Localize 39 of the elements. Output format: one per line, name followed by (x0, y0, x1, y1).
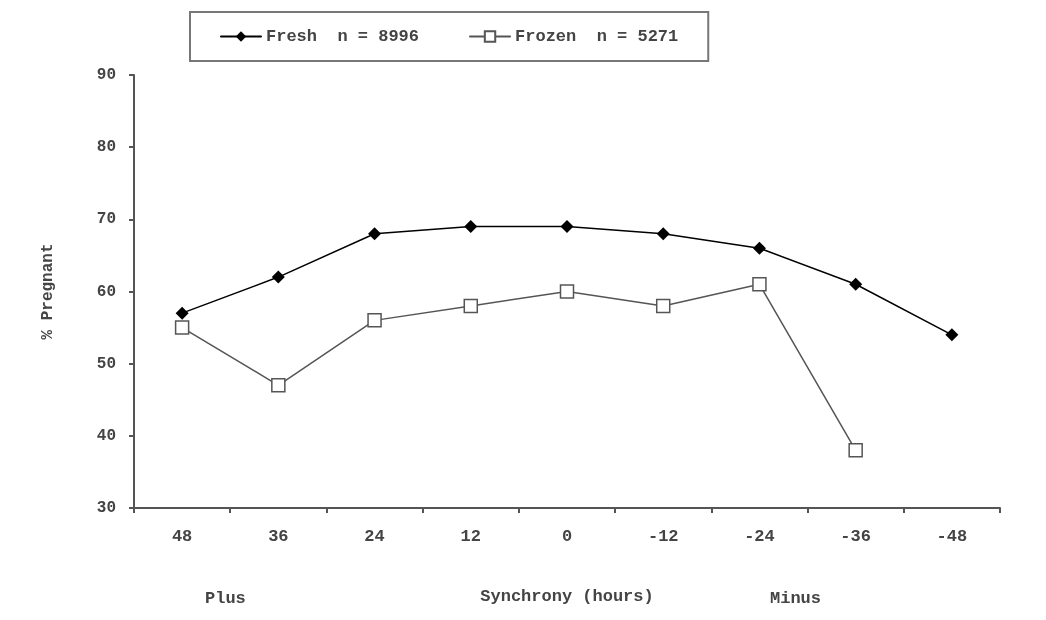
legend-label: Fresh n = 8996 (266, 27, 420, 46)
point (464, 220, 478, 234)
point (271, 378, 286, 393)
point (752, 277, 767, 292)
point (849, 277, 863, 291)
point (368, 227, 382, 241)
point (367, 313, 382, 328)
point (945, 328, 959, 342)
y-tick-label: 40 (96, 426, 116, 445)
x-tick-label: -36 (840, 527, 871, 546)
point (752, 241, 766, 255)
point (271, 270, 285, 284)
point (655, 298, 671, 314)
y-tick-label: 60 (96, 282, 116, 301)
x-tick-label: -48 (936, 527, 968, 546)
point (560, 220, 574, 234)
point (848, 443, 863, 458)
x-tick-label: 0 (561, 527, 573, 546)
y-tick-label: 70 (96, 210, 116, 229)
point (175, 306, 189, 320)
x-tick-label: -24 (744, 527, 775, 546)
y-tick-label: 80 (96, 138, 116, 157)
point (463, 298, 479, 314)
x-axis-title: Synchrony (hours) (480, 587, 654, 606)
text: Plus (205, 589, 246, 608)
legend-label: Frozen n = 5271 (515, 27, 679, 46)
x-tick-label: 24 (364, 527, 385, 546)
x-tick-label: 48 (171, 527, 193, 546)
y-tick-label: 50 (96, 354, 116, 373)
x-tick-label: 12 (460, 527, 481, 546)
x-tick-label: 36 (268, 527, 289, 546)
x-tick-label: -12 (647, 527, 679, 546)
point (656, 227, 670, 241)
y-axis-title: % Pregnant (39, 243, 57, 340)
y-tick-label: 30 (96, 499, 116, 517)
point (559, 284, 575, 299)
text: Minus (770, 589, 822, 608)
y-tick-label: 90 (96, 66, 116, 84)
point (174, 320, 190, 335)
